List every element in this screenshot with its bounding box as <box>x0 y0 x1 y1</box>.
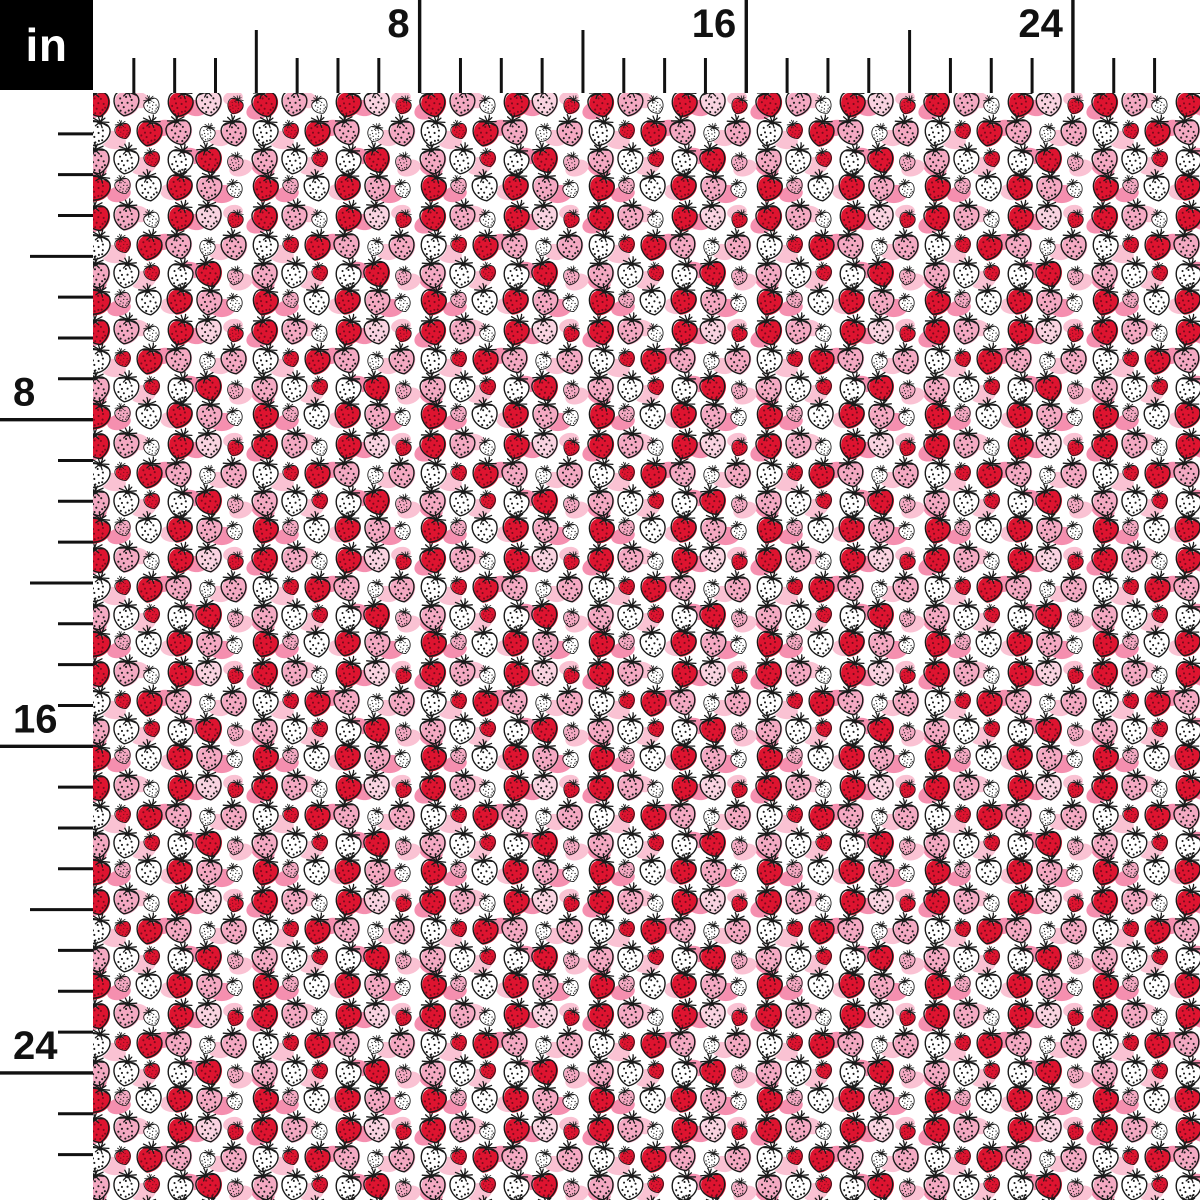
unit-box: in <box>0 0 93 90</box>
unit-label: in <box>25 19 68 71</box>
v-ruler-label: 8 <box>13 371 35 415</box>
v-ruler-label: 24 <box>13 1024 58 1068</box>
h-ruler-label: 16 <box>692 2 737 46</box>
fabric-pattern-fill <box>93 93 1200 1200</box>
h-ruler-label: 8 <box>387 2 409 46</box>
horizontal-ruler: 8 16 24 <box>132 0 1157 93</box>
fabric-swatch <box>93 93 1200 1200</box>
h-ruler-label: 24 <box>1018 2 1063 46</box>
vertical-ruler: 8 16 24 <box>0 132 93 1157</box>
v-ruler-label: 16 <box>13 697 58 741</box>
